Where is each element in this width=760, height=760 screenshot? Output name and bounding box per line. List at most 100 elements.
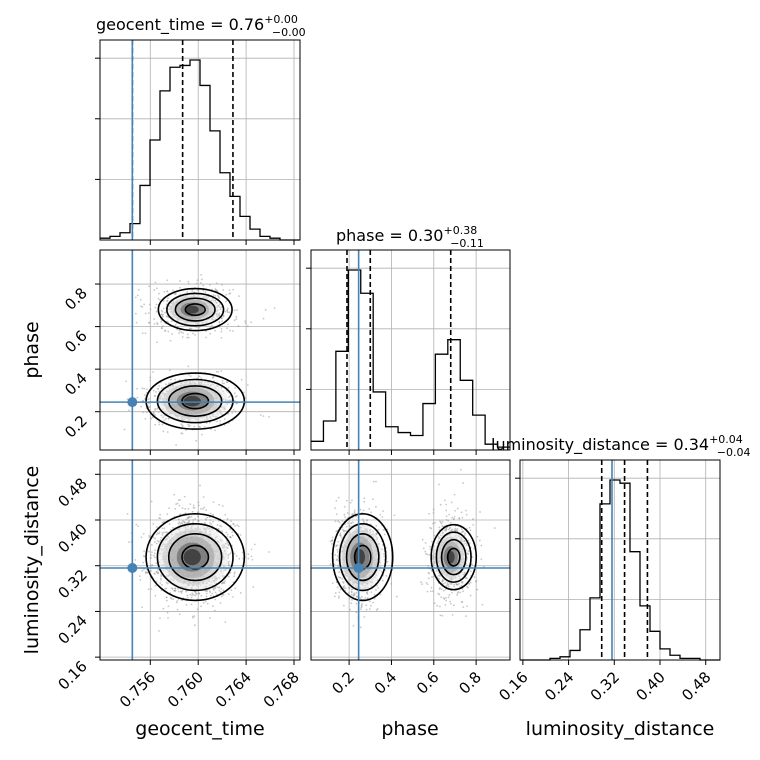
sample-point bbox=[180, 432, 183, 435]
sample-point bbox=[156, 568, 159, 571]
sample-point bbox=[229, 329, 231, 332]
sample-point bbox=[443, 529, 446, 532]
density-level bbox=[183, 548, 201, 566]
contour-line bbox=[174, 297, 216, 322]
sample-point bbox=[219, 602, 222, 604]
sample-point bbox=[235, 315, 238, 318]
sample-point bbox=[465, 513, 468, 516]
sample-point bbox=[181, 522, 184, 525]
sample-point bbox=[227, 562, 230, 565]
sample-point bbox=[335, 513, 338, 516]
sample-point bbox=[424, 552, 427, 555]
sample-point bbox=[156, 540, 159, 542]
sample-point bbox=[422, 547, 425, 550]
sample-point bbox=[136, 387, 138, 390]
sample-point bbox=[336, 544, 339, 547]
sample-point bbox=[209, 594, 212, 597]
contour-line bbox=[145, 513, 246, 602]
sample-point bbox=[156, 323, 159, 325]
sample-point bbox=[162, 430, 165, 433]
sample-point bbox=[465, 544, 468, 547]
sample-point bbox=[439, 587, 441, 589]
sample-point bbox=[177, 590, 180, 593]
sample-point bbox=[347, 591, 350, 594]
sample-point bbox=[154, 556, 156, 559]
sample-point bbox=[329, 540, 332, 543]
sample-point bbox=[348, 587, 351, 590]
sample-point bbox=[228, 311, 231, 314]
sample-point bbox=[240, 378, 243, 381]
sample-point bbox=[443, 598, 446, 600]
sample-point bbox=[188, 519, 190, 522]
sample-point bbox=[166, 611, 169, 614]
sample-point bbox=[430, 569, 433, 572]
sample-point bbox=[445, 518, 448, 521]
sample-point bbox=[163, 290, 166, 293]
sample-point bbox=[143, 387, 146, 390]
sample-point bbox=[186, 594, 189, 597]
x-tick-label: 0.2 bbox=[328, 668, 358, 698]
sample-point bbox=[441, 579, 444, 582]
sample-point bbox=[221, 382, 224, 385]
sample-point bbox=[174, 507, 177, 510]
sample-point bbox=[427, 577, 430, 580]
sample-point bbox=[161, 533, 164, 536]
sample-point bbox=[377, 587, 380, 589]
sample-point bbox=[215, 593, 218, 596]
sample-point bbox=[359, 626, 362, 629]
sample-point bbox=[344, 523, 347, 526]
sample-point bbox=[147, 588, 150, 591]
x-tick-label: 0.768 bbox=[260, 668, 303, 711]
sample-point bbox=[481, 603, 484, 606]
sample-point bbox=[155, 580, 158, 583]
sample-point bbox=[428, 512, 431, 515]
sample-point bbox=[189, 593, 192, 596]
sample-point bbox=[450, 529, 453, 532]
panel-phase-luminosity_distance bbox=[310, 459, 511, 665]
sample-point bbox=[161, 527, 164, 530]
sample-point bbox=[229, 536, 231, 538]
sample-point bbox=[349, 501, 352, 504]
sample-point bbox=[448, 513, 450, 516]
sample-point bbox=[336, 586, 339, 589]
sample-point bbox=[153, 540, 156, 543]
sample-point bbox=[192, 616, 195, 619]
sample-point bbox=[348, 597, 351, 600]
sample-point bbox=[366, 593, 369, 595]
sample-point bbox=[222, 581, 225, 584]
sample-point bbox=[345, 499, 348, 502]
sample-point bbox=[434, 521, 436, 524]
sample-point bbox=[154, 394, 156, 397]
sample-point bbox=[222, 314, 225, 317]
x-axis-label-phase: phase bbox=[381, 718, 438, 740]
sample-point bbox=[151, 416, 154, 419]
sample-point bbox=[166, 320, 169, 323]
sample-point bbox=[376, 584, 378, 587]
sample-point bbox=[432, 545, 435, 548]
sample-point bbox=[185, 603, 188, 606]
sample-point bbox=[212, 501, 215, 504]
sample-point bbox=[197, 520, 200, 523]
sample-point bbox=[165, 581, 168, 584]
sample-point bbox=[154, 414, 156, 416]
sample-point bbox=[197, 289, 200, 292]
sample-point bbox=[228, 289, 231, 292]
truth-marker bbox=[353, 563, 364, 573]
sample-point bbox=[449, 582, 452, 585]
sample-point bbox=[199, 484, 201, 487]
sample-point bbox=[157, 388, 159, 390]
sample-point bbox=[172, 289, 174, 292]
sample-point bbox=[227, 593, 230, 596]
sample-point bbox=[217, 370, 220, 373]
y-tick-label: 0.2 bbox=[61, 412, 91, 442]
sample-point bbox=[179, 286, 181, 289]
sample-point bbox=[432, 575, 435, 578]
sample-point bbox=[234, 525, 236, 527]
contour-line bbox=[167, 533, 223, 582]
sample-point bbox=[226, 381, 229, 384]
sample-point bbox=[139, 299, 142, 301]
sample-point bbox=[375, 524, 378, 527]
sample-point bbox=[218, 320, 221, 323]
sample-point bbox=[242, 391, 245, 394]
sample-point bbox=[141, 306, 144, 308]
